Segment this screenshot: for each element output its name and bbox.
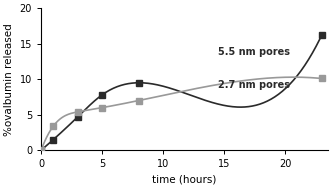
Text: 5.5 nm pores: 5.5 nm pores <box>218 47 290 57</box>
Y-axis label: %ovalbumin released: %ovalbumin released <box>4 23 14 136</box>
X-axis label: time (hours): time (hours) <box>152 175 217 185</box>
Text: 2.7 nm pores: 2.7 nm pores <box>218 80 290 90</box>
